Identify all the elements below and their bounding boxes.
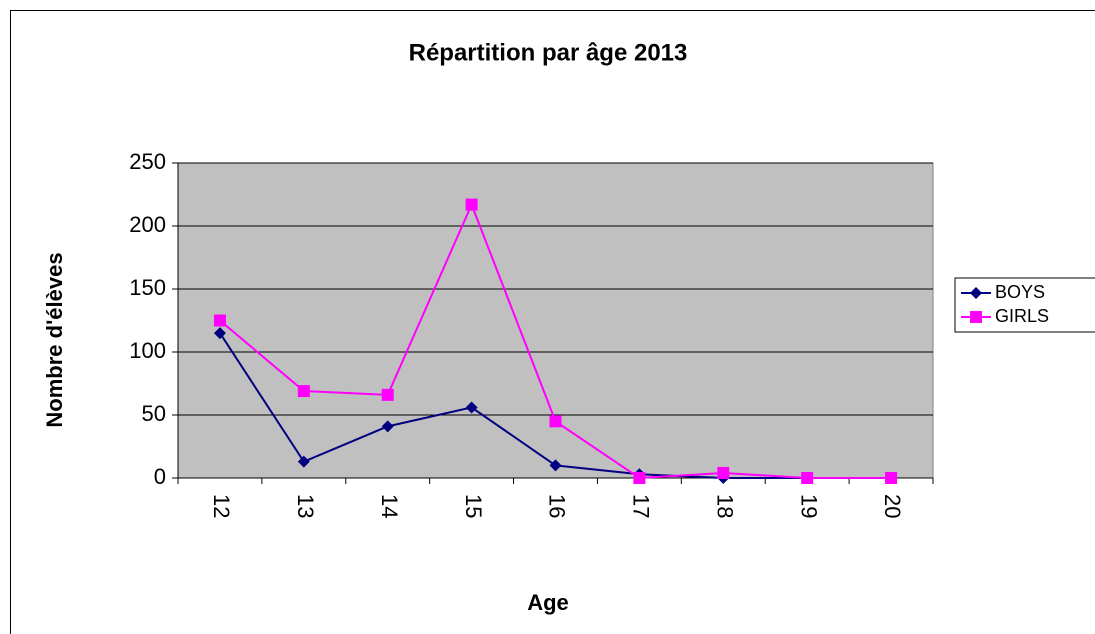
point (549, 459, 562, 472)
x-tick-label: 12 (209, 494, 234, 518)
y-tick-label: 150 (129, 275, 166, 300)
point (633, 472, 646, 484)
point (297, 455, 310, 468)
chart-title: Répartition par âge 2013 (409, 39, 688, 66)
point (381, 388, 394, 401)
point (885, 472, 898, 484)
y-axis-label: Nombre d'élèves (42, 252, 67, 427)
legend-marker (970, 311, 982, 323)
x-tick-label: 15 (461, 494, 486, 518)
point (213, 327, 226, 340)
point (549, 415, 562, 428)
legend-marker (970, 287, 982, 299)
x-tick-label: 13 (293, 494, 318, 518)
x-tick-label: 18 (712, 494, 737, 518)
legend-label: BOYS (995, 282, 1045, 302)
x-tick-label: 14 (377, 494, 402, 518)
plot-area (177, 162, 934, 479)
x-tick-label: 16 (545, 494, 570, 518)
y-tick-label: 200 (129, 212, 166, 237)
x-tick-label: 20 (880, 494, 905, 518)
x-tick-label: 19 (796, 494, 821, 518)
y-tick-label: 50 (142, 401, 166, 426)
point (381, 420, 394, 433)
y-tick-label: 100 (129, 338, 166, 363)
x-tick-label: 17 (629, 494, 654, 518)
y-tick-label: 0 (154, 464, 166, 489)
point (213, 314, 226, 327)
point (717, 466, 730, 479)
point (465, 401, 478, 414)
point (465, 198, 478, 211)
y-tick-label: 250 (129, 149, 166, 174)
x-axis-label: Age (527, 590, 569, 615)
legend-label: GIRLS (995, 306, 1049, 326)
point (297, 385, 310, 398)
point (801, 472, 814, 484)
